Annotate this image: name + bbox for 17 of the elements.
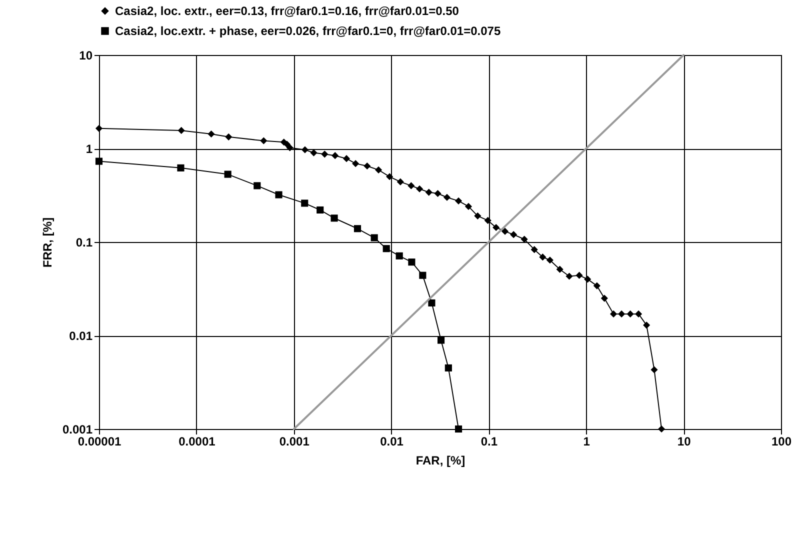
- x-tick-label: 0.00001: [78, 434, 122, 448]
- y-tick-label: 1: [86, 142, 93, 156]
- x-axis-title: FAR, [%]: [416, 454, 466, 468]
- x-tick-label: 100: [771, 434, 792, 448]
- y-tick-label: 0.001: [62, 422, 93, 436]
- legend-label: Casia2, loc. extr., eer=0.13, frr@far0.1=0.16, frr@far0.01=0.50: [115, 4, 460, 18]
- y-tick-label: 0.01: [69, 329, 93, 343]
- x-tick-label: 0.0001: [178, 434, 216, 448]
- y-axis-title: FRR, [%]: [40, 218, 54, 268]
- x-tick-label: 0.1: [480, 434, 498, 448]
- x-tick-label: 10: [677, 434, 692, 448]
- x-tick-label: 0.001: [279, 434, 310, 448]
- y-tick-label: 10: [79, 48, 93, 62]
- x-tick-label: 1: [583, 434, 590, 448]
- y-tick-label: 0.1: [76, 236, 93, 250]
- x-tick-label: 0.01: [380, 434, 404, 448]
- legend-label: Casia2, loc.extr. + phase, eer=0.026, frr@far0.1=0, frr@far0.01=0.075: [115, 24, 501, 38]
